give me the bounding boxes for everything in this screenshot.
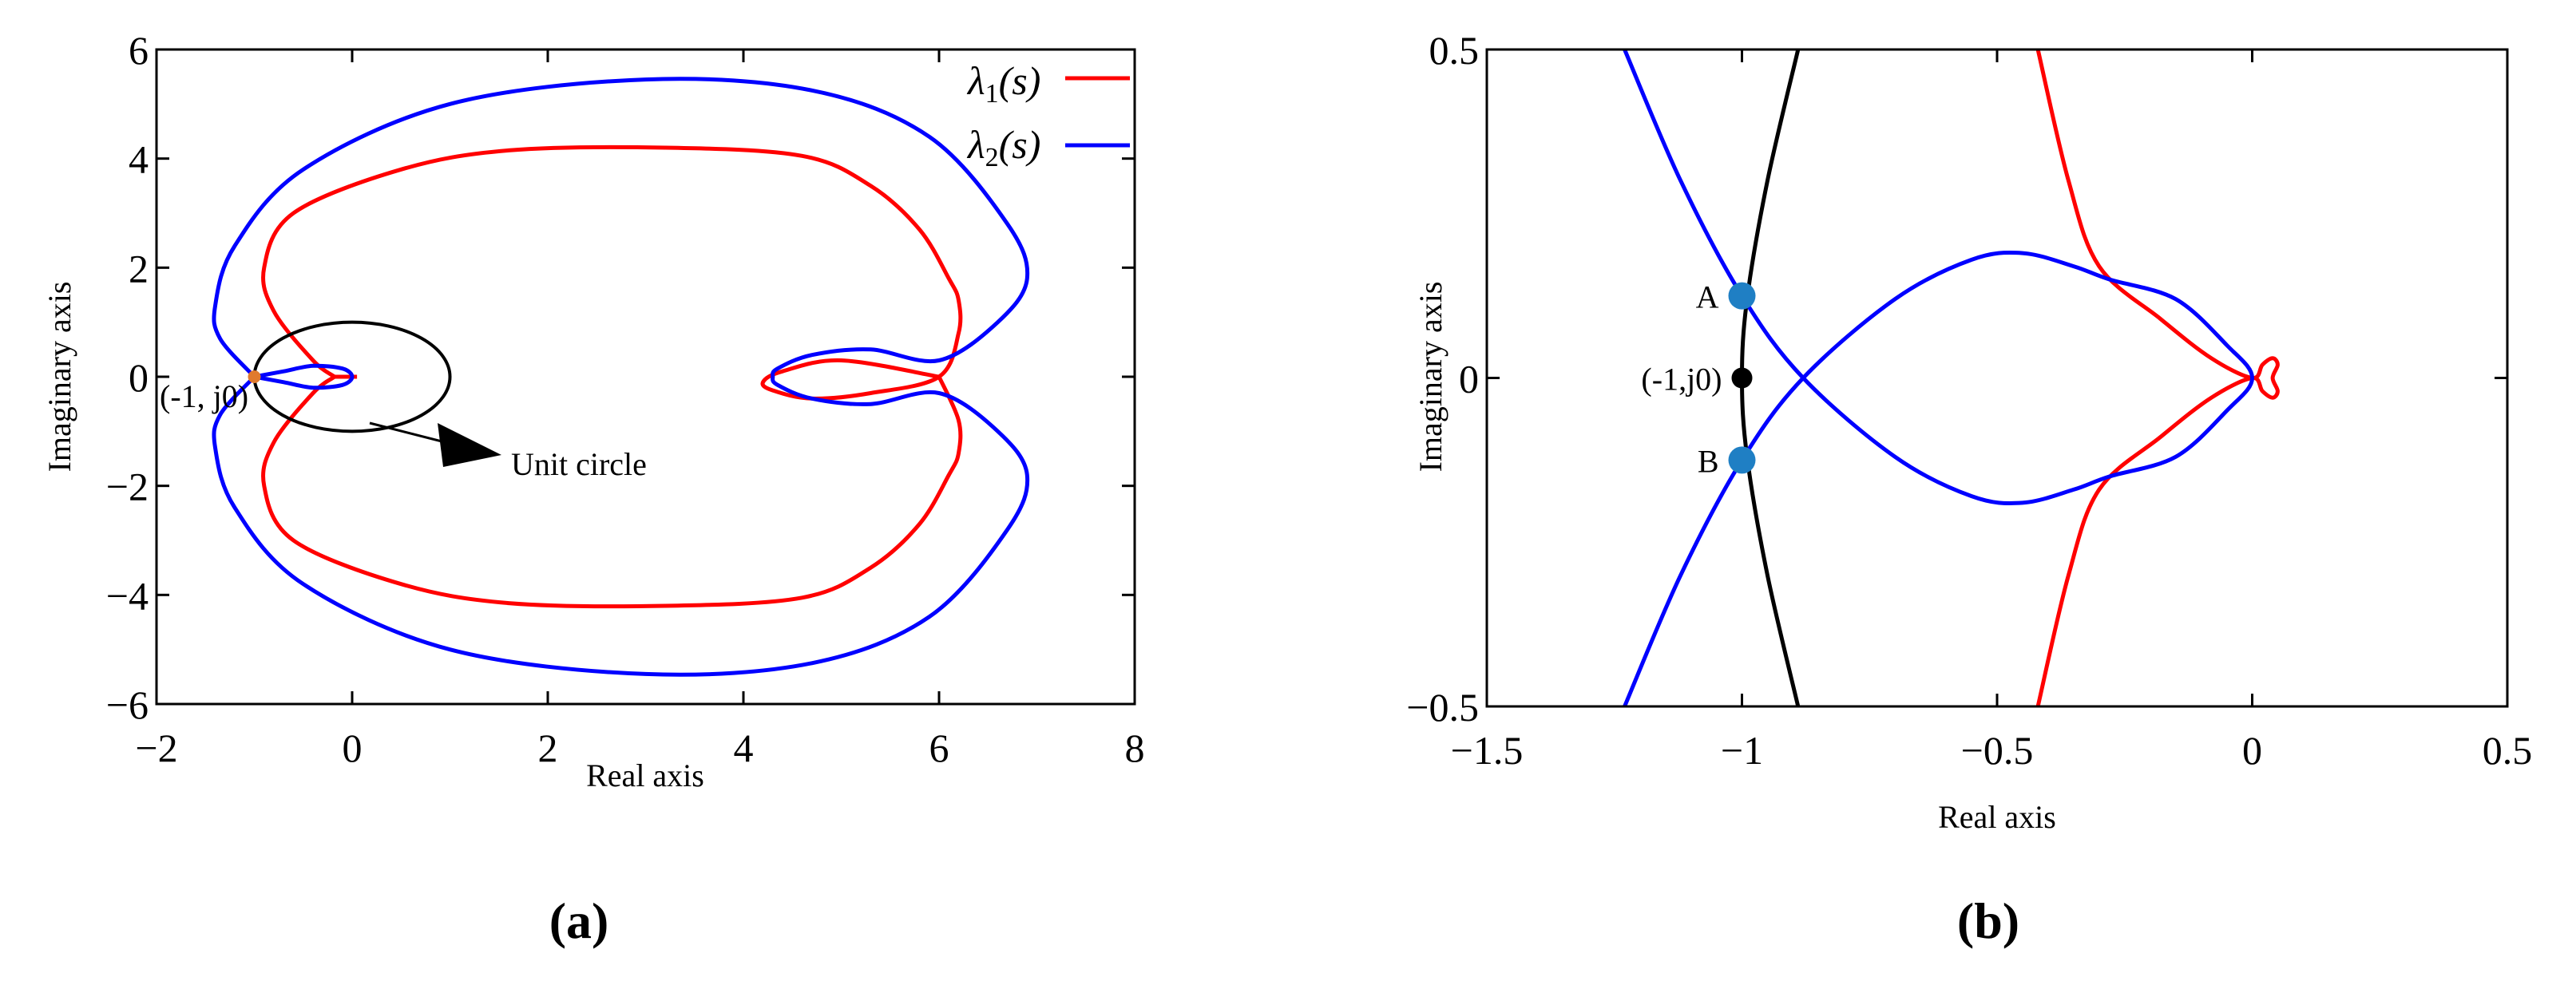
chart-a-xtick-label: −2 — [135, 726, 177, 770]
chart-b-series-2-branch-0 — [1623, 49, 2254, 706]
legend-entry-lambda1: λ1(s) — [966, 58, 1130, 109]
chart-b-xtick-label: −1 — [1721, 728, 1763, 773]
chart-a-ytick-label: −4 — [106, 573, 149, 618]
chart-b-point-label-0: A — [1696, 279, 1719, 315]
chart-a-ylabel: Imaginary axis — [42, 282, 77, 473]
chart-b-ytick-label: 0.5 — [1429, 28, 1480, 73]
chart-b-frame — [1485, 48, 2509, 708]
chart-b-ytick-label: −0.5 — [1406, 685, 1479, 730]
chart-b-panel-label: (b) — [1957, 892, 2019, 949]
chart-a-legend: λ1(s) λ2(s) — [966, 58, 1130, 172]
chart-b-xtick-label: 0.5 — [2483, 728, 2533, 773]
chart-a-xtick-label: 8 — [1125, 726, 1145, 770]
chart-a-annotation-unit-circle: Unit circle — [511, 446, 647, 482]
chart-b: −1.5 −1 −0.5 0 0.5 −0.5 0 0.5 A (-1,j0) B Real ax… — [1406, 28, 2532, 949]
chart-a-curves — [212, 77, 1030, 677]
chart-a-ytick-label: 0 — [129, 355, 149, 400]
chart-b-point-2 — [1728, 446, 1756, 474]
chart-a: −2 0 2 4 6 8 −6 −4 −2 0 2 4 6 Real axis Imaginary ax… — [42, 28, 1145, 949]
chart-b-series-1-branch-0 — [2035, 49, 2280, 706]
svg-text:λ1(s): λ1(s) — [966, 58, 1040, 109]
chart-b-xtick-label: −0.5 — [1961, 728, 2034, 773]
chart-a-series-1-branch-0 — [212, 77, 1030, 677]
legend-lambda2-base: λ — [966, 122, 985, 167]
chart-b-point-0 — [1728, 282, 1756, 310]
chart-a-panel-label: (a) — [549, 892, 609, 949]
chart-a-points — [248, 370, 261, 383]
chart-a-xlabel: Real axis — [586, 758, 704, 793]
chart-b-xlabel: Real axis — [1938, 799, 2056, 835]
chart-a-series-1-branch-1 — [254, 363, 355, 390]
chart-a-ytick-label: 2 — [129, 246, 149, 291]
chart-a-xtick-label: 4 — [734, 726, 754, 770]
chart-b-ytick-label: 0 — [1459, 357, 1479, 401]
chart-b-ticks: −1.5 −1 −0.5 0 0.5 −0.5 0 0.5 — [1406, 28, 2532, 773]
legend-lambda2-arg: (s) — [999, 122, 1041, 167]
chart-a-ytick-label: 6 — [129, 28, 149, 73]
chart-b-curves — [1623, 49, 2280, 706]
chart-a-series-0-branch-0 — [261, 144, 963, 401]
chart-a-xtick-label: 2 — [538, 726, 558, 770]
chart-a-point-0 — [248, 370, 261, 383]
legend-lambda1-sub: 1 — [985, 79, 999, 109]
legend-lambda2-sub: 2 — [985, 143, 999, 172]
chart-a-annotation-minus-one: (-1, j0) — [160, 378, 248, 414]
svg-text:λ2(s): λ2(s) — [966, 122, 1040, 172]
chart-b-points: A (-1,j0) B — [1641, 279, 1756, 479]
legend-entry-lambda2: λ2(s) — [966, 122, 1130, 172]
chart-b-ylabel: Imaginary axis — [1413, 282, 1449, 473]
chart-b-xtick-label: 0 — [2242, 728, 2262, 773]
chart-a-xtick-label: 0 — [343, 726, 363, 770]
chart-b-point-label-2: B — [1698, 443, 1719, 479]
chart-a-ytick-label: −2 — [106, 465, 149, 509]
chart-b-point-label-1: (-1,j0) — [1641, 362, 1722, 398]
legend-lambda1-arg: (s) — [999, 58, 1041, 103]
chart-a-ytick-label: −6 — [106, 682, 149, 727]
chart-b-xtick-label: −1.5 — [1451, 728, 1524, 773]
chart-b-point-1 — [1731, 367, 1753, 389]
legend-lambda1-base: λ — [966, 58, 985, 103]
chart-a-xtick-label: 6 — [929, 726, 949, 770]
unit-circle-arrow — [369, 421, 501, 467]
chart-a-ticks: −2 0 2 4 6 8 −6 −4 −2 0 2 4 6 — [106, 28, 1145, 770]
chart-a-ytick-label: 4 — [129, 137, 149, 182]
chart-a-series-0-branch-1 — [261, 374, 963, 609]
